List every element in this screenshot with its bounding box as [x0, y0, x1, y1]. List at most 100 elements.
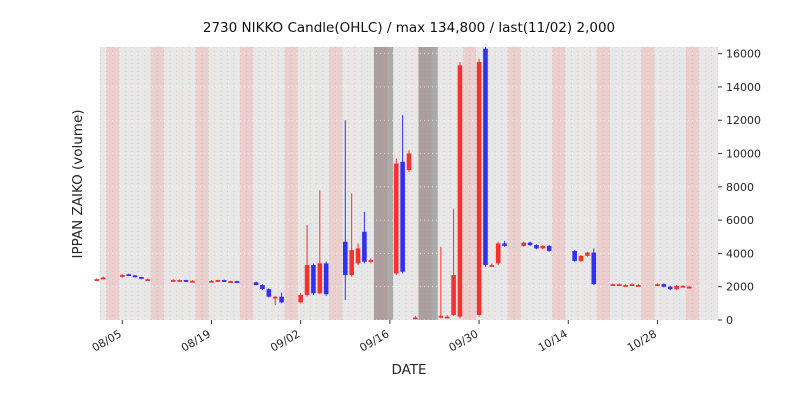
candle-body: [139, 277, 144, 279]
candle-body: [120, 275, 125, 277]
candle-body: [355, 248, 361, 264]
weekend-band: [240, 47, 247, 320]
candle-body: [298, 295, 303, 303]
candle-body: [362, 231, 367, 262]
candle-body: [451, 275, 456, 316]
y-tick-label: 16000: [726, 48, 761, 61]
y-tick-label: 12000: [726, 114, 761, 127]
candle-body: [636, 285, 641, 287]
weekend-band: [335, 47, 343, 320]
candle-body: [457, 65, 463, 317]
candle-body: [585, 252, 590, 256]
holiday-band: [373, 47, 394, 320]
candle-body: [400, 161, 405, 272]
candle-body: [629, 284, 635, 287]
candle-body: [94, 279, 100, 282]
x-tick-label: 09/30: [447, 327, 481, 354]
candle-body: [253, 282, 259, 286]
candle-body: [489, 265, 495, 267]
weekend-band: [106, 47, 113, 320]
weekend-band: [603, 47, 610, 320]
candle-body: [687, 286, 692, 289]
candle-body: [578, 255, 584, 261]
candle-body: [100, 277, 106, 280]
plot-background: [100, 47, 718, 320]
candle-body: [279, 296, 284, 303]
weekend-band: [692, 47, 699, 320]
y-tick-label: 14000: [726, 81, 761, 94]
candle-body: [444, 316, 450, 319]
weekend-band: [150, 47, 158, 320]
weekend-band: [112, 47, 120, 320]
x-tick-label: 08/05: [90, 327, 124, 354]
candle-body: [177, 280, 182, 282]
candle-body: [667, 286, 673, 290]
y-tick-label: 10000: [726, 148, 761, 161]
weekend-band: [558, 47, 566, 320]
candle-body: [260, 285, 265, 290]
candle-body: [534, 245, 539, 249]
candle-body: [616, 284, 622, 287]
candle-body: [591, 252, 597, 285]
y-tick-label: 4000: [726, 247, 754, 260]
candle-body: [311, 265, 316, 294]
candle-body: [349, 250, 354, 276]
holiday-band: [418, 47, 438, 320]
candle-body: [527, 242, 533, 246]
weekend-band: [507, 47, 515, 320]
weekend-band: [201, 47, 209, 320]
candle-body: [342, 241, 348, 276]
candle-body: [680, 285, 686, 288]
candle-body: [546, 245, 552, 251]
candle-body: [540, 245, 546, 249]
y-tick-label: 2000: [726, 281, 754, 294]
weekend-band: [641, 47, 648, 320]
y-tick-label: 6000: [726, 214, 754, 227]
candle-body: [266, 289, 272, 297]
weekend-band: [596, 47, 604, 320]
candle-body: [228, 281, 233, 284]
candle-body: [483, 48, 488, 266]
candle-body: [495, 243, 501, 264]
candle-body: [209, 280, 214, 283]
candle-body: [413, 317, 418, 320]
candle-body: [406, 153, 412, 171]
candle-body: [438, 315, 444, 318]
candle-body: [368, 260, 374, 262]
x-tick-label: 09/02: [268, 327, 302, 354]
weekend-band: [552, 47, 559, 320]
candle-body: [183, 280, 189, 282]
candle-body: [393, 163, 399, 274]
y-axis-label: IPPAN ZAIKO (volume): [70, 109, 86, 259]
weekend-band: [157, 47, 164, 320]
candle-body: [655, 284, 660, 287]
x-axis-label: DATE: [391, 362, 427, 378]
candle-body: [132, 275, 138, 278]
candle-body: [221, 280, 227, 282]
candle-body: [145, 279, 151, 282]
candle-body: [476, 61, 482, 316]
weekend-band: [291, 47, 298, 320]
x-tick-label: 08/19: [179, 327, 213, 354]
candle-body: [623, 285, 628, 287]
x-tick-label: 10/14: [536, 327, 570, 354]
weekend-band: [647, 47, 655, 320]
candle-body: [215, 280, 221, 282]
weekend-band: [246, 47, 253, 320]
candle-body: [272, 296, 278, 299]
candle-body: [190, 280, 195, 283]
candle-body: [126, 274, 131, 277]
weekend-band: [463, 47, 470, 320]
weekend-band: [514, 47, 521, 320]
weekend-band: [195, 47, 202, 320]
y-tick-label: 8000: [726, 181, 754, 194]
candle-body: [317, 263, 323, 294]
candle-body: [304, 265, 310, 296]
weekend-band: [284, 47, 292, 320]
candle-body: [170, 280, 176, 282]
chart-title: 2730 NIKKO Candle(OHLC) / max 134,800 / …: [202, 20, 616, 36]
candle-body: [674, 285, 679, 290]
candle-body: [521, 242, 526, 246]
weekend-band: [686, 47, 693, 320]
